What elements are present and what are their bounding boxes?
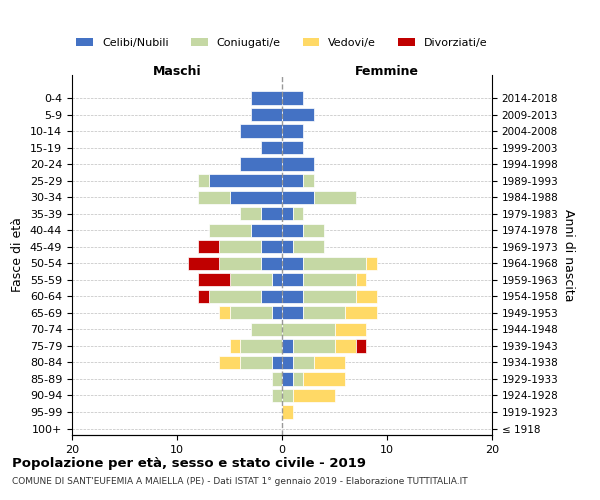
Bar bbox=[282, 92, 303, 104]
Bar bbox=[219, 256, 261, 270]
Bar bbox=[198, 240, 219, 254]
Bar bbox=[282, 356, 293, 369]
Bar bbox=[261, 141, 282, 154]
Bar bbox=[293, 207, 303, 220]
Bar bbox=[293, 389, 335, 402]
Bar bbox=[251, 92, 282, 104]
Bar bbox=[229, 273, 271, 286]
Bar bbox=[219, 306, 229, 320]
Bar bbox=[209, 224, 251, 237]
Y-axis label: Anni di nascita: Anni di nascita bbox=[562, 209, 575, 301]
Bar bbox=[282, 141, 303, 154]
Bar bbox=[240, 207, 261, 220]
Bar bbox=[261, 256, 282, 270]
Bar bbox=[303, 372, 345, 386]
Bar bbox=[261, 290, 282, 303]
Bar bbox=[240, 158, 282, 170]
Bar bbox=[366, 256, 377, 270]
Bar bbox=[209, 174, 282, 187]
Bar bbox=[303, 306, 345, 320]
Bar bbox=[282, 323, 335, 336]
Bar bbox=[282, 108, 314, 121]
Bar bbox=[282, 290, 303, 303]
Bar bbox=[282, 273, 303, 286]
Bar bbox=[282, 158, 314, 170]
Bar bbox=[240, 356, 271, 369]
Bar bbox=[282, 372, 293, 386]
Bar bbox=[282, 124, 303, 138]
Bar bbox=[198, 273, 229, 286]
Text: Femmine: Femmine bbox=[355, 65, 419, 78]
Bar bbox=[187, 256, 219, 270]
Bar bbox=[303, 273, 355, 286]
Bar bbox=[293, 340, 335, 352]
Y-axis label: Fasce di età: Fasce di età bbox=[11, 218, 25, 292]
Bar bbox=[209, 290, 261, 303]
Text: Popolazione per età, sesso e stato civile - 2019: Popolazione per età, sesso e stato civil… bbox=[12, 458, 366, 470]
Bar bbox=[251, 108, 282, 121]
Bar bbox=[355, 273, 366, 286]
Bar bbox=[219, 240, 261, 254]
Bar bbox=[271, 273, 282, 286]
Bar bbox=[271, 372, 282, 386]
Bar bbox=[355, 340, 366, 352]
Bar bbox=[198, 190, 229, 204]
Bar bbox=[229, 306, 271, 320]
Bar bbox=[198, 174, 209, 187]
Bar bbox=[303, 224, 324, 237]
Bar bbox=[219, 356, 240, 369]
Bar bbox=[345, 306, 377, 320]
Text: COMUNE DI SANT'EUFEMIA A MAIELLA (PE) - Dati ISTAT 1° gennaio 2019 - Elaborazion: COMUNE DI SANT'EUFEMIA A MAIELLA (PE) - … bbox=[12, 478, 467, 486]
Text: Maschi: Maschi bbox=[152, 65, 202, 78]
Bar bbox=[282, 340, 293, 352]
Bar bbox=[251, 224, 282, 237]
Bar bbox=[335, 323, 366, 336]
Bar bbox=[229, 190, 282, 204]
Bar bbox=[240, 124, 282, 138]
Bar bbox=[293, 356, 314, 369]
Bar bbox=[282, 174, 303, 187]
Bar bbox=[282, 389, 293, 402]
Bar bbox=[293, 372, 303, 386]
Bar bbox=[261, 207, 282, 220]
Bar bbox=[282, 190, 314, 204]
Bar bbox=[282, 224, 303, 237]
Bar bbox=[293, 240, 324, 254]
Bar bbox=[314, 190, 355, 204]
Bar bbox=[198, 290, 209, 303]
Bar bbox=[251, 323, 282, 336]
Bar bbox=[303, 174, 314, 187]
Bar bbox=[271, 389, 282, 402]
Bar bbox=[271, 306, 282, 320]
Bar bbox=[282, 240, 293, 254]
Bar bbox=[355, 290, 377, 303]
Bar bbox=[314, 356, 345, 369]
Bar bbox=[335, 340, 355, 352]
Legend: Celibi/Nubili, Coniugati/e, Vedovi/e, Divorziati/e: Celibi/Nubili, Coniugati/e, Vedovi/e, Di… bbox=[72, 34, 492, 52]
Bar bbox=[240, 340, 282, 352]
Bar bbox=[271, 356, 282, 369]
Bar bbox=[303, 290, 355, 303]
Bar bbox=[282, 406, 293, 418]
Bar bbox=[261, 240, 282, 254]
Bar bbox=[282, 256, 303, 270]
Bar bbox=[282, 207, 293, 220]
Bar bbox=[229, 340, 240, 352]
Bar bbox=[282, 306, 303, 320]
Bar bbox=[303, 256, 366, 270]
